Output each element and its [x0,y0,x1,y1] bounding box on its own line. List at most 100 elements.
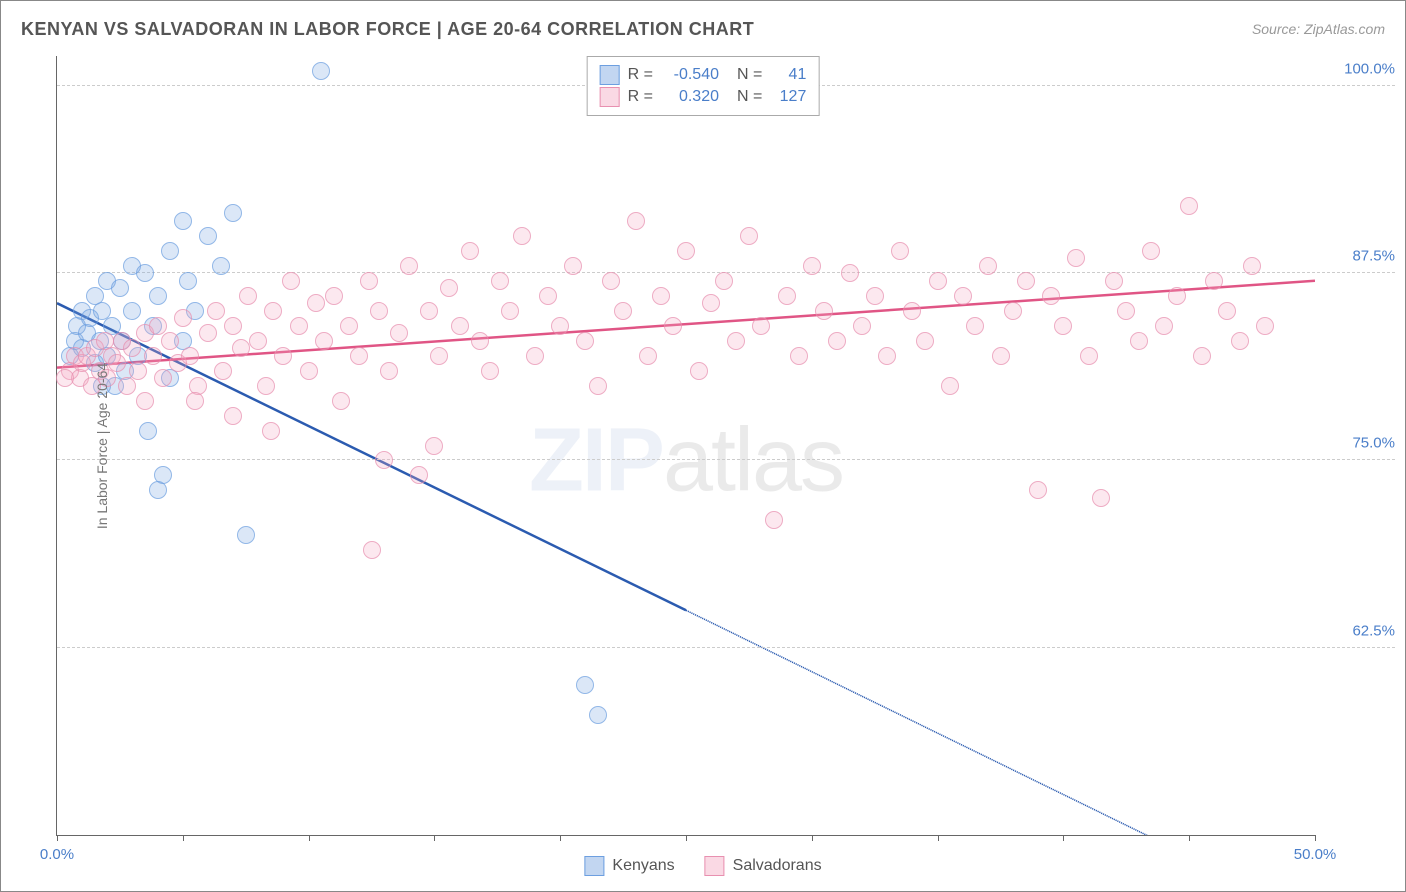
data-point [992,347,1010,365]
data-point [1117,302,1135,320]
x-tick-label: 0.0% [40,846,74,863]
data-point [212,257,230,275]
data-point [727,332,745,350]
n-value: 127 [770,88,806,106]
legend-label: Kenyans [612,857,674,875]
legend-label: Salvadorans [733,857,822,875]
data-point [315,332,333,350]
data-point [136,392,154,410]
y-tick-label: 100.0% [1325,60,1395,77]
x-tick [938,835,939,841]
r-value: 0.320 [661,88,719,106]
data-point [941,377,959,395]
x-tick [686,835,687,841]
source-label: Source: ZipAtlas.com [1252,21,1385,37]
data-point [891,242,909,260]
data-point [878,347,896,365]
data-point [639,347,657,365]
data-point [380,362,398,380]
data-point [430,347,448,365]
data-point [778,287,796,305]
data-point [1256,317,1274,335]
data-point [363,541,381,559]
n-label: N = [737,88,762,106]
n-label: N = [737,66,762,84]
data-point [677,242,695,260]
data-point [420,302,438,320]
data-point [1142,242,1160,260]
y-tick-label: 87.5% [1325,248,1395,265]
data-point [179,272,197,290]
data-point [161,242,179,260]
data-point [1205,272,1223,290]
data-point [1054,317,1072,335]
data-point [602,272,620,290]
data-point [1130,332,1148,350]
data-point [370,302,388,320]
data-point [214,362,232,380]
data-point [841,264,859,282]
data-point [237,526,255,544]
watermark: ZIPatlas [529,410,843,513]
data-point [360,272,378,290]
data-point [627,212,645,230]
trend-lines [57,56,1315,835]
data-point [539,287,557,305]
data-point [954,287,972,305]
data-point [174,212,192,230]
legend-item: Kenyans [584,856,674,876]
data-point [1231,332,1249,350]
x-tick [1315,835,1316,841]
x-tick [560,835,561,841]
data-point [390,324,408,342]
data-point [551,317,569,335]
legend-row: R =-0.540N =41 [600,65,807,85]
data-point [803,257,821,275]
data-point [1042,287,1060,305]
data-point [274,347,292,365]
data-point [526,347,544,365]
data-point [589,377,607,395]
data-point [471,332,489,350]
data-point [966,317,984,335]
chart-title: KENYAN VS SALVADORAN IN LABOR FORCE | AG… [21,19,754,40]
data-point [186,392,204,410]
data-point [576,332,594,350]
data-point [300,362,318,380]
data-point [108,354,126,372]
data-point [929,272,947,290]
data-point [564,257,582,275]
data-point [139,422,157,440]
data-point [224,407,242,425]
data-point [56,369,74,387]
data-point [828,332,846,350]
x-tick [1189,835,1190,841]
r-label: R = [628,66,653,84]
data-point [1092,489,1110,507]
data-point [652,287,670,305]
data-point [123,339,141,357]
data-point [199,227,217,245]
y-tick-label: 62.5% [1325,622,1395,639]
x-tick [309,835,310,841]
data-point [425,437,443,455]
x-tick [812,835,813,841]
data-point [513,227,531,245]
data-point [866,287,884,305]
y-axis-label: In Labor Force | Age 20-64 [94,363,110,529]
legend-swatch [705,856,725,876]
data-point [224,204,242,222]
r-label: R = [628,88,653,106]
data-point [262,422,280,440]
data-point [853,317,871,335]
correlation-legend: R =-0.540N =41R =0.320N =127 [587,56,820,116]
data-point [199,324,217,342]
data-point [181,347,199,365]
data-point [123,302,141,320]
data-point [765,511,783,529]
data-point [332,392,350,410]
data-point [239,287,257,305]
data-point [257,377,275,395]
data-point [916,332,934,350]
data-point [136,264,154,282]
